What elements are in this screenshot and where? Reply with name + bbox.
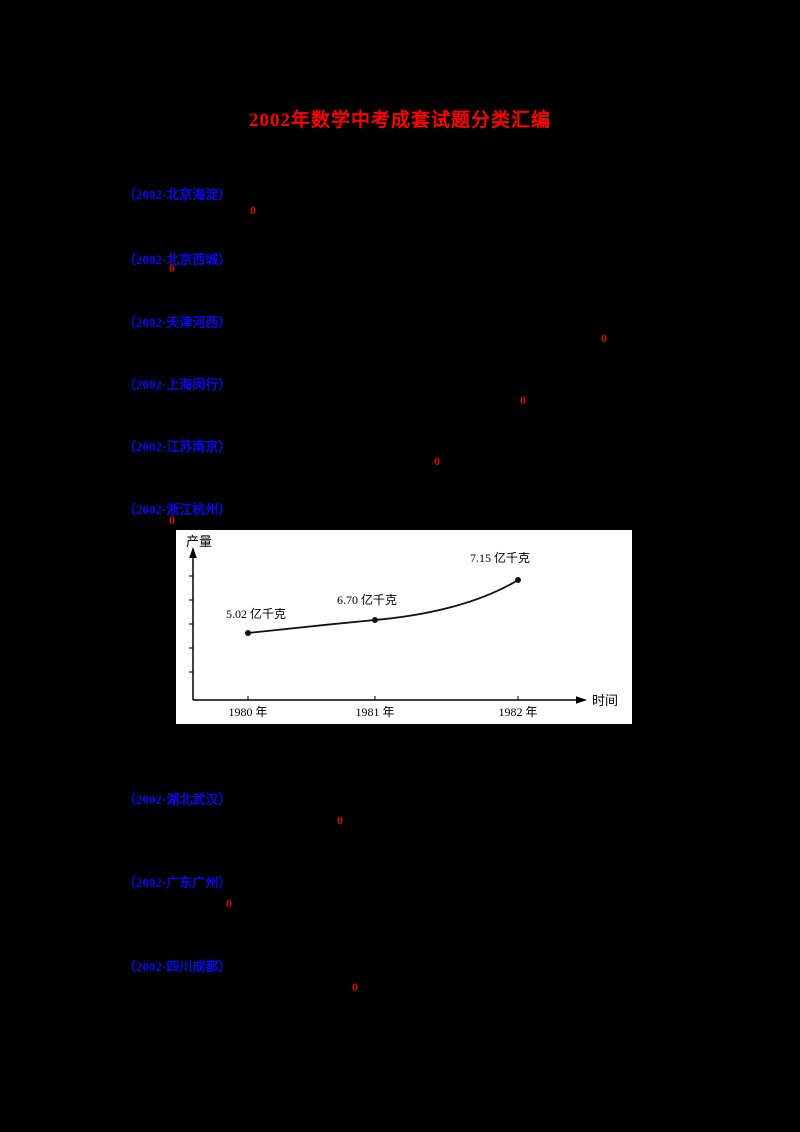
answer-marker: 0 bbox=[169, 261, 175, 275]
point-label-1980: 5.02 亿千克 bbox=[226, 606, 286, 621]
answer-marker: 0 bbox=[352, 980, 358, 994]
question-source-tag: （2002·广东广州） bbox=[123, 875, 232, 890]
question-source-tag: （2002·北京海淀） bbox=[123, 187, 232, 202]
x-axis-arrow-icon bbox=[576, 696, 587, 704]
answer-marker: 0 bbox=[337, 813, 343, 827]
x-tick-1982: 1982 年 bbox=[498, 705, 537, 719]
question-source-tag: （2002·四川成都） bbox=[123, 959, 232, 974]
y-axis-title: 产量 bbox=[186, 534, 212, 549]
chart-canvas: 产量 时间 5.02 亿千克 6.70 亿千克 7.15 亿千克 1980 年 … bbox=[186, 534, 618, 719]
question-source-tag: （2002·上海闵行） bbox=[123, 377, 232, 392]
x-axis-ticks bbox=[247, 696, 519, 700]
y-axis-ticks bbox=[189, 575, 193, 673]
answer-marker: 0 bbox=[434, 454, 440, 468]
answer-marker: 0 bbox=[169, 513, 175, 527]
production-line-chart: 产量 时间 5.02 亿千克 6.70 亿千克 7.15 亿千克 1980 年 … bbox=[176, 530, 632, 724]
page-title: 2002年数学中考成套试题分类汇编 bbox=[248, 110, 551, 131]
point-label-1982: 7.15 亿千克 bbox=[470, 550, 530, 565]
data-point-1981 bbox=[372, 617, 378, 623]
point-label-1981: 6.70 亿千克 bbox=[337, 592, 397, 607]
y-axis-arrow-icon bbox=[189, 547, 197, 558]
x-tick-1981: 1981 年 bbox=[355, 705, 394, 719]
data-point-1982 bbox=[515, 577, 521, 583]
question-source-tag: （2002·天津河西） bbox=[123, 315, 232, 330]
x-axis-title: 时间 bbox=[592, 693, 618, 708]
data-point-1980 bbox=[245, 630, 251, 636]
answer-marker: 0 bbox=[601, 331, 607, 345]
question-source-tag: （2002·北京西城） bbox=[123, 252, 232, 267]
question-source-tag: （2002·浙江杭州） bbox=[123, 502, 232, 517]
question-source-tag: （2002·湖北武汉） bbox=[123, 792, 232, 807]
answer-marker: 0 bbox=[520, 393, 526, 407]
answer-marker: 0 bbox=[250, 203, 256, 217]
answer-marker: 0 bbox=[226, 896, 232, 910]
question-source-tag: （2002·江苏南京） bbox=[123, 439, 232, 454]
x-tick-1980: 1980 年 bbox=[228, 705, 267, 719]
